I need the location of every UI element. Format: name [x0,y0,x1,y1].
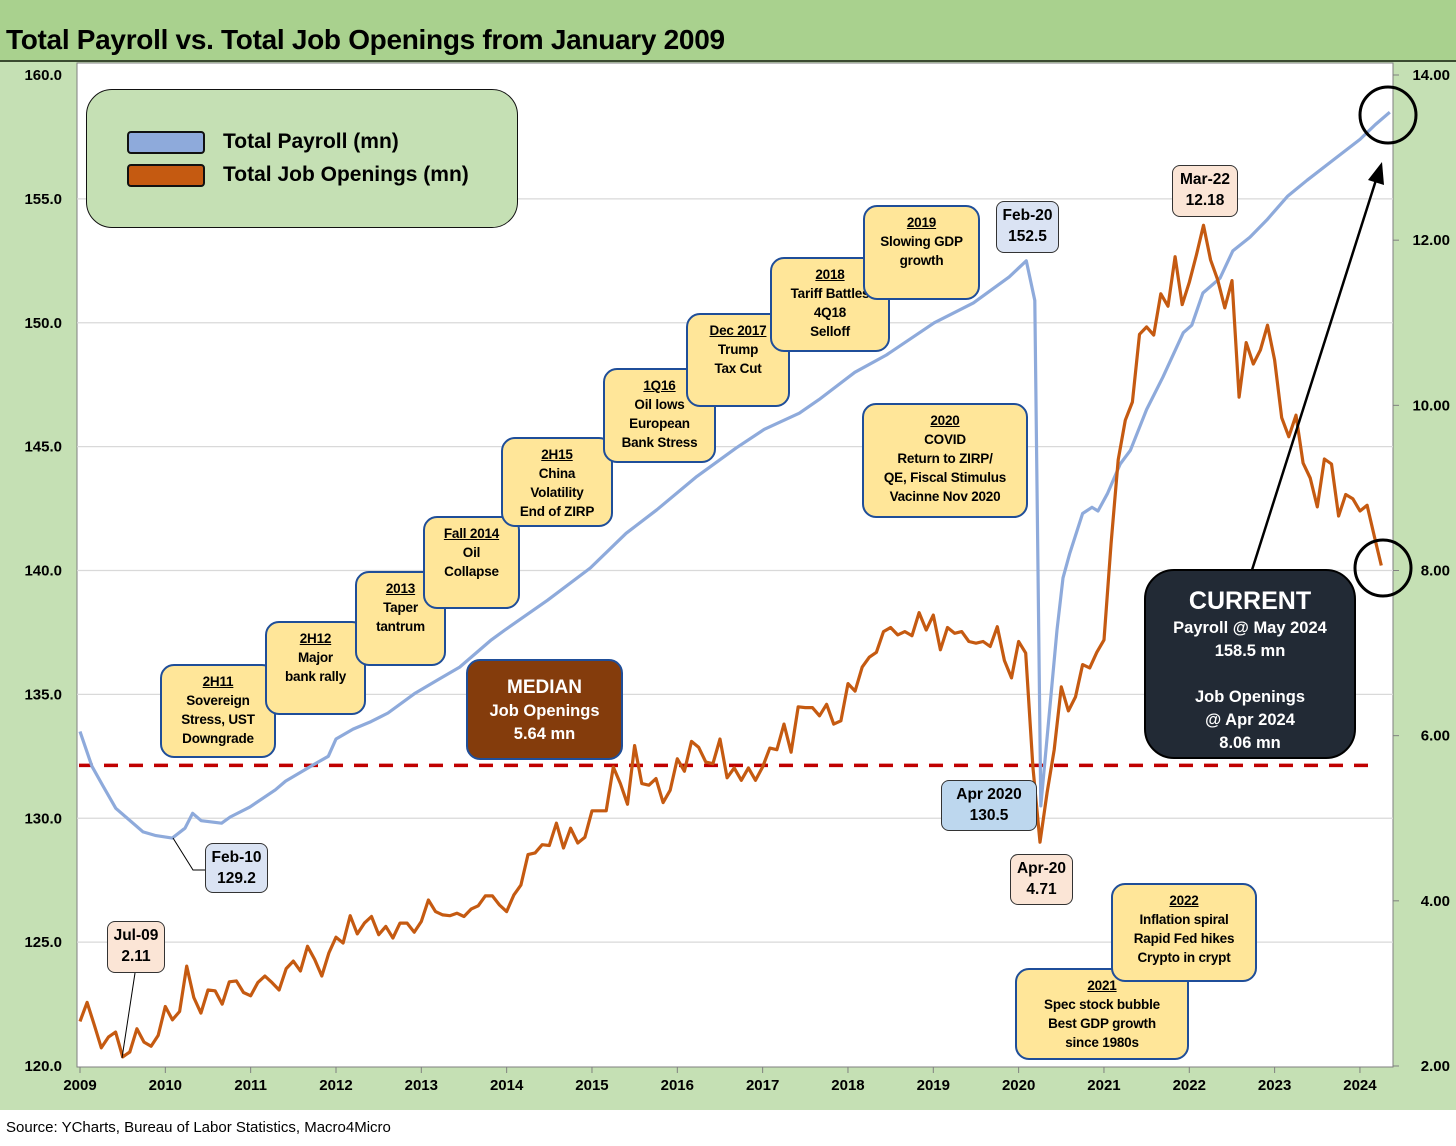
legend-item-openings: Total Job Openings (mn) [127,163,469,187]
annotation-title: 2021 [1087,978,1117,993]
annotation-body: Oil Collapse [444,545,499,579]
x-axis-tick-label: 2009 [63,1077,96,1094]
annotation-body: Tariff Battles 4Q18 Selloff [790,286,870,339]
annotation-2019: 2019 Slowing GDP growth [863,205,980,300]
right-axis-tick-label: 8.00 [1421,563,1450,580]
callout-jul09-openings: Jul-09 2.11 [107,921,165,973]
current-body: Payroll @ May 2024 158.5 mn Job Openings… [1173,619,1327,752]
annotation-body: Major bank rally [284,650,347,684]
x-axis-tick-label: 2015 [575,1077,608,1094]
callout-apr20-openings: Apr-20 4.71 [1010,854,1073,905]
annotation-body: Taper tantrum [376,600,425,634]
source-note: Source: YCharts, Bureau of Labor Statist… [6,1119,391,1136]
median-box: MEDIAN Job Openings 5.64 mn [466,659,623,760]
x-axis-tick-label: 2013 [405,1077,438,1094]
annotation-body: Sovereign Stress, UST Downgrade [181,693,255,746]
annotation-dec-2017: Dec 2017 Trump Tax Cut [686,313,790,407]
left-axis-tick-label: 150.0 [24,315,62,332]
left-axis-tick-label: 135.0 [24,686,62,703]
annotation-body: Spec stock bubble Best GDP growth since … [1044,997,1160,1050]
annotation-body: COVID Return to ZIRP/ QE, Fiscal Stimulu… [883,432,1007,504]
annotation-title: 2013 [385,581,416,596]
annotation-body: Inflation spiral Rapid Fed hikes Crypto … [1133,912,1235,965]
annotation-body: Slowing GDP growth [880,234,963,268]
x-axis-tick-label: 2020 [1002,1077,1035,1094]
annotation-title: 2H11 [202,674,234,689]
median-body: Job Openings 5.64 mn [489,702,600,743]
callout-mar22-openings: Mar-22 12.18 [1172,165,1238,217]
annotation-2h15: 2H15 China Volatility End of ZIRP [501,437,613,527]
payroll-series-line [78,110,1391,840]
annotation-2h11: 2H11 Sovereign Stress, UST Downgrade [160,664,276,758]
payroll-current-circle [1358,85,1418,145]
callout-feb20-payroll: Feb-20 152.5 [996,201,1059,253]
jul09-callout-leader [121,972,136,1059]
x-axis-tick-label: 2017 [746,1077,779,1094]
x-axis-tick-label: 2019 [917,1077,950,1094]
legend-swatch-payroll [127,130,205,154]
annotation-1q16: 1Q16 Oil lows European Bank Stress [603,368,716,463]
left-axis-tick-label: 140.0 [24,563,62,580]
x-axis-tick-label: 2024 [1343,1077,1377,1094]
callout-feb10-payroll: Feb-10 129.2 [205,843,268,893]
chart-title: Total Payroll vs. Total Job Openings fro… [6,24,725,55]
arrowhead-icon [1368,162,1384,185]
annotation-title: 2018 [815,267,845,282]
left-axis-tick-label: 145.0 [24,439,62,456]
x-axis-tick-label: 2018 [831,1077,864,1094]
openings-series-line [78,223,1383,1059]
annotation-2022: 2022 Inflation spiral Rapid Fed hikes Cry… [1111,883,1257,982]
right-axis-tick-label: 14.00 [1412,67,1450,84]
right-axis-tick-label: 12.00 [1412,232,1450,249]
x-axis-tick-label: 2022 [1173,1077,1206,1094]
legend-label-openings: Total Job Openings (mn) [223,163,469,186]
x-axis-tick-label: 2010 [149,1077,182,1094]
annotation-body: Oil lows European Bank Stress [621,397,698,450]
annotation-title: 2022 [1169,893,1199,908]
left-axis-tick-label: 125.0 [24,934,62,951]
annotation-title: 2020 [930,413,960,428]
median-heading: MEDIAN [507,677,582,698]
annotation-title: 1Q16 [643,378,676,393]
x-axis-tick-label: 2011 [234,1077,267,1094]
annotation-fall-2014: Fall 2014 Oil Collapse [423,516,520,609]
legend-label-payroll: Total Payroll (mn) [223,130,399,153]
annotation-title: 2019 [906,215,937,230]
callout-apr2020-payroll: Apr 2020 130.5 [941,780,1037,831]
right-axis-tick-label: 2.00 [1421,1058,1450,1075]
title-band [0,0,1456,62]
legend: Total Payroll (mn) Total Job Openings (m… [86,89,518,228]
annotation-title: Fall 2014 [443,526,500,541]
x-axis-tick-label: 2021 [1087,1077,1120,1094]
left-axis-tick-label: 130.0 [24,810,62,827]
current-box: CURRENT Payroll @ May 2024 158.5 mn Job … [1144,569,1356,759]
annotation-title: Dec 2017 [709,323,767,338]
annotation-body: Trump Tax Cut [714,342,762,376]
legend-swatch-openings [127,163,205,187]
annotation-title: 2H15 [541,447,573,462]
x-axis-tick-label: 2012 [319,1077,352,1094]
x-axis-tick-label: 2023 [1258,1077,1291,1094]
annotation-2021: 2021 Spec stock bubble Best GDP growth si… [1015,968,1189,1060]
annotation-body: China Volatility End of ZIRP [519,466,595,519]
x-axis-tick-label: 2014 [490,1077,524,1094]
x-axis-tick-label: 2016 [661,1077,694,1094]
annotation-title: 2H12 [299,631,332,646]
right-axis-tick-label: 6.00 [1421,728,1450,745]
axis-ticks: 120.0 125.0 130.0 135.0 140.0 145.0 150.0 155.0… [24,67,1450,1094]
left-axis-tick-label: 120.0 [24,1058,62,1075]
left-axis-tick-label: 160.0 [24,67,62,84]
openings-current-circle [1353,538,1413,598]
right-axis-tick-label: 4.00 [1421,893,1450,910]
annotation-2020: 2020 COVID Return to ZIRP/ QE, Fiscal Sti… [862,403,1028,518]
feb10-callout-leader [172,837,205,871]
left-axis-tick-label: 155.0 [24,191,62,208]
annotation-2h12: 2H12 Major bank rally [265,621,366,715]
right-axis-tick-label: 10.00 [1412,397,1450,414]
current-heading: CURRENT [1188,587,1312,615]
current-arrow [1250,179,1378,571]
legend-item-payroll: Total Payroll (mn) [127,130,399,154]
